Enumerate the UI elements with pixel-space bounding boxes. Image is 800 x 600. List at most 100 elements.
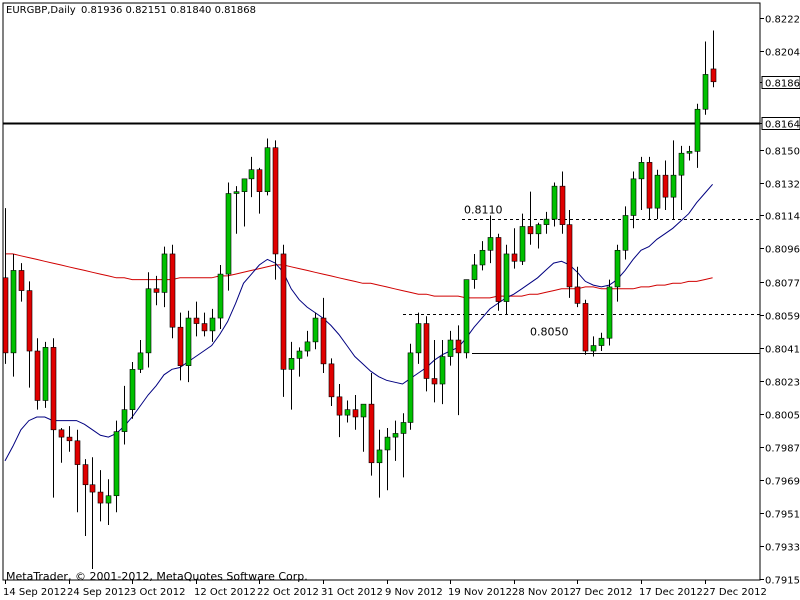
- candle-body-bull: [439, 356, 446, 385]
- x-tick-label: 19 Nov 2012: [448, 587, 512, 598]
- y-tick-label: 0.80777: [765, 279, 800, 290]
- candle: [471, 253, 478, 289]
- candle: [710, 30, 717, 88]
- candle: [519, 213, 526, 265]
- candle: [574, 266, 581, 308]
- y-tick-label: 0.80055: [765, 411, 800, 422]
- candle: [598, 332, 605, 352]
- candle-body-bear: [328, 363, 335, 398]
- candle: [288, 341, 295, 410]
- candle-body-bear: [74, 440, 81, 465]
- candle: [10, 253, 17, 377]
- candle: [344, 400, 351, 423]
- plot-frame: [2, 2, 761, 581]
- candle: [670, 140, 677, 220]
- candle: [193, 301, 200, 337]
- candle: [74, 429, 81, 513]
- candle-body-bull: [447, 339, 454, 357]
- candle-body-bear: [34, 350, 41, 401]
- candle-body-bull: [702, 74, 709, 110]
- candle: [686, 145, 693, 161]
- y-tick-label: 0.81645: [765, 120, 800, 131]
- candle: [678, 145, 685, 210]
- y-tick-label: 0.81868: [765, 79, 800, 90]
- candle: [694, 103, 701, 168]
- candle-body-bear: [272, 147, 279, 255]
- candle-body-bull: [384, 436, 391, 451]
- x-tick-label: 22 Oct 2012: [257, 587, 319, 598]
- candle: [233, 186, 240, 234]
- candle: [630, 171, 637, 229]
- candle: [121, 385, 128, 445]
- candle: [495, 233, 502, 311]
- y-tick-label: 0.80235: [765, 378, 800, 389]
- chart-ohlc: 0.81936 0.82151 0.81840 0.81868: [81, 5, 256, 16]
- candle-body-bear: [511, 253, 518, 262]
- candle: [415, 312, 422, 364]
- candle-body-bull: [304, 341, 311, 352]
- candle-body-bear: [58, 429, 65, 438]
- candle: [535, 222, 542, 249]
- candle-body-bear: [256, 169, 263, 192]
- candle: [407, 343, 414, 430]
- candle: [137, 340, 144, 374]
- candle: [590, 336, 597, 357]
- candle: [614, 244, 621, 302]
- ma-slow-line: [5, 253, 713, 299]
- candle: [153, 275, 160, 306]
- candle: [336, 384, 343, 438]
- y-tick-label: 0.80599: [765, 312, 800, 323]
- candle: [702, 41, 709, 115]
- candle-body-bull: [217, 273, 224, 319]
- y-tick-label: 0.79155: [765, 576, 800, 587]
- candle: [328, 358, 335, 406]
- candle: [145, 272, 152, 368]
- candle-body-bull: [654, 174, 661, 209]
- candle: [423, 316, 430, 392]
- candle: [312, 312, 319, 350]
- y-tick-label: 0.79515: [765, 510, 800, 521]
- price-tag-box: [761, 76, 800, 89]
- candle: [503, 244, 510, 315]
- candle-body-bull: [503, 253, 510, 302]
- candle: [105, 479, 112, 526]
- candle: [169, 244, 176, 339]
- candle-body-bull: [288, 358, 295, 370]
- candle-body-bear: [82, 464, 89, 486]
- candle: [113, 420, 120, 513]
- candle-body-bull: [296, 350, 303, 359]
- text-layer: EURGBP,Daily 0.81936 0.82151 0.81840 0.8…: [6, 5, 308, 583]
- candle-body-bear: [177, 326, 184, 366]
- level-label-level-8110: 0.8110: [464, 204, 503, 217]
- candle-body-bear: [169, 253, 176, 328]
- candle: [26, 281, 33, 388]
- candle-body-bull: [161, 253, 168, 293]
- candle: [638, 156, 645, 210]
- candle-body-bear: [662, 174, 669, 198]
- candle-body-bull: [105, 495, 112, 504]
- candle-body-bear: [97, 491, 104, 504]
- candle-body-bull: [590, 345, 597, 352]
- candle: [225, 182, 232, 291]
- candle: [368, 373, 375, 476]
- candle-body-bear: [710, 68, 717, 83]
- candle: [264, 138, 271, 196]
- candle: [18, 263, 25, 302]
- candle: [455, 325, 462, 416]
- candle-body-bear: [66, 436, 73, 442]
- candle-body-bear: [495, 237, 502, 302]
- candle: [185, 310, 192, 383]
- candle-body-bull: [415, 323, 422, 354]
- candle: [360, 403, 367, 452]
- candle-body-bull: [471, 264, 478, 280]
- candle-body-bull: [670, 174, 677, 198]
- candle: [654, 169, 661, 220]
- candle-body-bull: [479, 249, 486, 266]
- candle: [256, 167, 263, 214]
- candle: [551, 182, 558, 227]
